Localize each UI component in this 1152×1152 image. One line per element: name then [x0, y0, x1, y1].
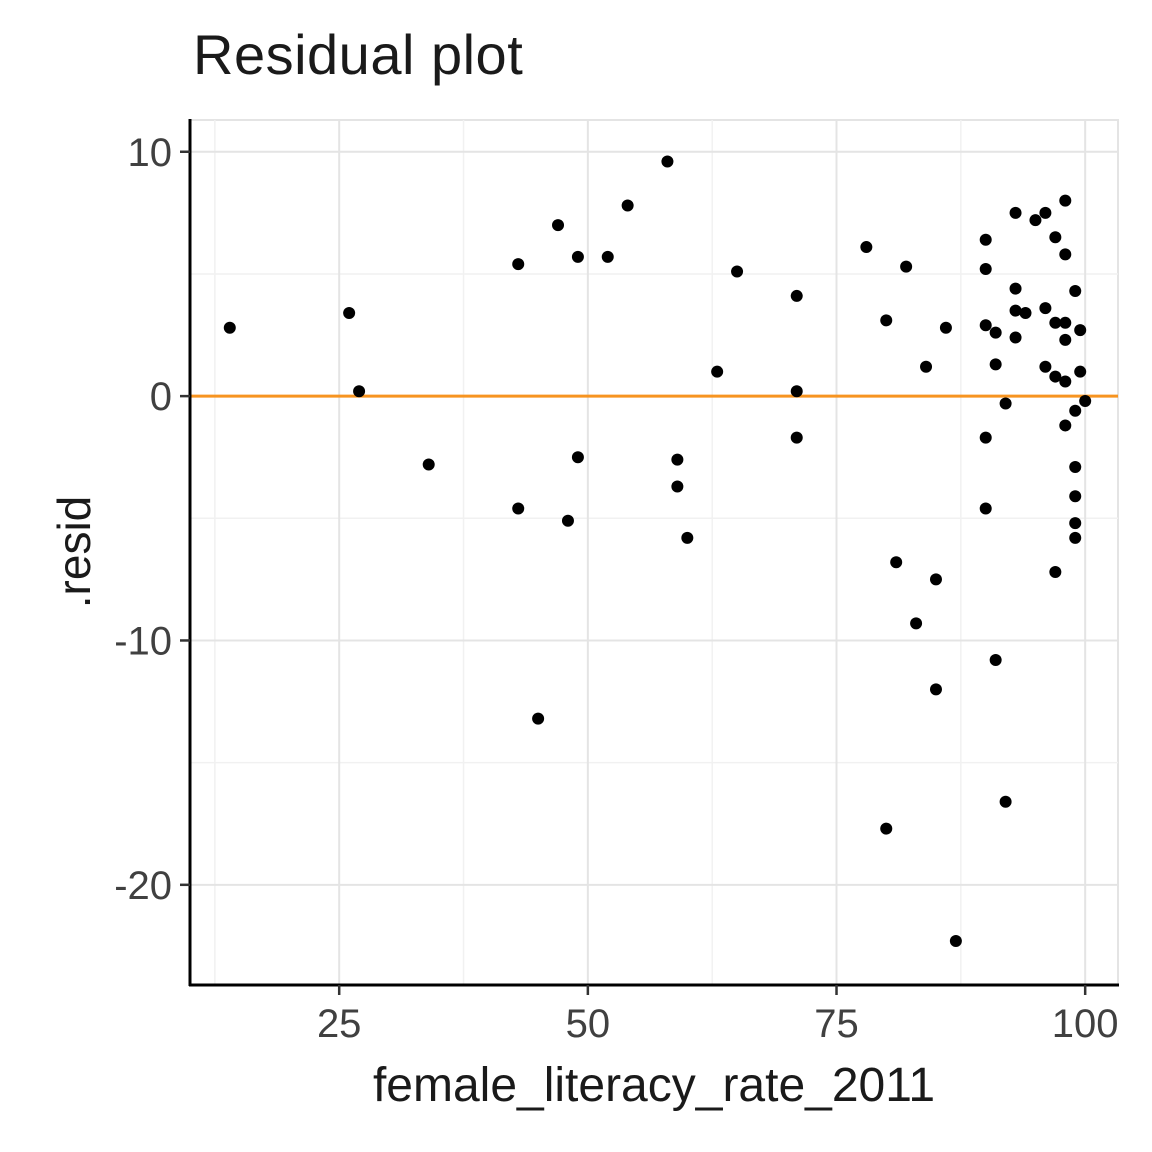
data-point	[1069, 460, 1082, 473]
data-point	[979, 319, 992, 332]
data-point	[1039, 302, 1052, 315]
x-axis-label: female_literacy_rate_2011	[372, 1059, 936, 1112]
data-point	[1049, 566, 1062, 579]
data-point	[1059, 316, 1072, 329]
data-point	[661, 155, 674, 168]
data-point	[223, 321, 236, 334]
data-point	[1069, 404, 1082, 417]
data-point	[979, 263, 992, 276]
data-point	[1059, 333, 1072, 346]
x-tick-label: 25	[317, 1002, 362, 1046]
data-point	[711, 365, 724, 378]
data-point	[860, 241, 873, 254]
data-point	[1059, 419, 1072, 432]
data-point	[1059, 248, 1072, 261]
data-point	[1069, 517, 1082, 530]
x-tick-label: 75	[814, 1002, 859, 1046]
data-point	[1049, 370, 1062, 383]
data-point	[929, 683, 942, 696]
data-point	[621, 199, 634, 212]
data-point	[512, 502, 525, 515]
data-point	[1029, 214, 1042, 227]
data-point	[979, 431, 992, 444]
data-point	[571, 250, 584, 263]
data-point	[920, 360, 933, 373]
data-point	[1049, 316, 1062, 329]
data-point	[880, 822, 893, 835]
data-point	[1069, 531, 1082, 544]
data-point	[890, 556, 903, 569]
data-point	[1009, 331, 1022, 344]
data-point	[671, 480, 684, 493]
data-point	[552, 219, 565, 232]
data-point	[1079, 395, 1092, 408]
data-point	[939, 321, 952, 334]
data-point	[929, 573, 942, 586]
data-point	[1009, 282, 1022, 295]
data-point	[790, 289, 803, 302]
data-point	[571, 451, 584, 464]
data-point	[900, 260, 913, 273]
data-point	[979, 502, 992, 515]
data-point	[790, 431, 803, 444]
y-tick-label: 10	[128, 131, 173, 175]
data-point	[1009, 304, 1022, 317]
data-point	[1009, 206, 1022, 219]
data-point	[790, 385, 803, 398]
data-point	[1069, 285, 1082, 298]
data-point	[1059, 375, 1072, 388]
y-tick-label: 0	[150, 375, 172, 419]
data-point	[561, 514, 574, 527]
data-point	[949, 935, 962, 948]
data-point	[681, 531, 694, 544]
data-point	[1074, 365, 1087, 378]
data-point	[910, 617, 923, 630]
data-point	[1049, 231, 1062, 244]
data-point	[999, 795, 1012, 808]
data-point	[880, 314, 893, 327]
y-tick-label: -10	[114, 619, 172, 663]
data-point	[989, 358, 1002, 371]
data-point	[1059, 194, 1072, 207]
x-tick-label: 100	[1052, 1002, 1119, 1046]
data-point	[422, 458, 435, 471]
data-point	[979, 233, 992, 246]
y-tick-label: -20	[114, 864, 172, 908]
data-point	[343, 307, 356, 320]
data-point	[532, 712, 545, 725]
x-tick-label: 50	[566, 1002, 611, 1046]
data-point	[601, 250, 614, 263]
data-point	[1069, 490, 1082, 503]
y-axis-label: .resid	[48, 495, 101, 609]
plot-panel	[189, 119, 1119, 986]
data-point	[353, 385, 366, 398]
data-point	[989, 326, 1002, 339]
data-point	[1019, 307, 1032, 320]
data-point	[1039, 206, 1052, 219]
chart-title: Residual plot	[193, 23, 524, 86]
data-point	[731, 265, 744, 278]
data-point	[1039, 360, 1052, 373]
data-point	[1074, 324, 1087, 337]
data-point	[671, 453, 684, 466]
data-point	[512, 258, 525, 271]
data-point	[999, 397, 1012, 410]
data-point	[989, 654, 1002, 667]
